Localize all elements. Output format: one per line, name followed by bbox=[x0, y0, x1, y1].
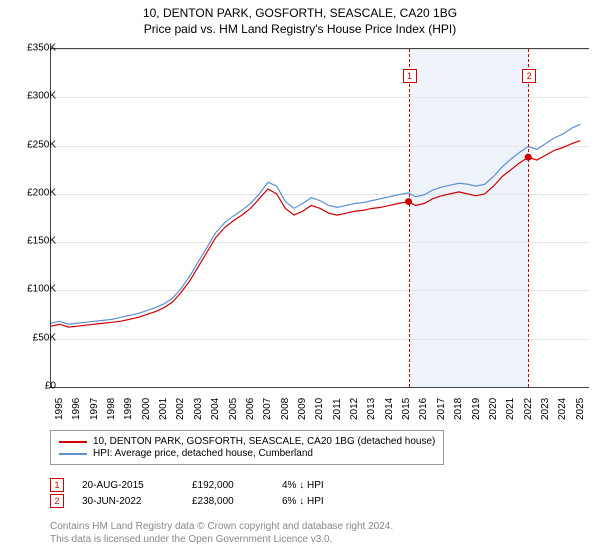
x-axis-label: 2014 bbox=[384, 398, 395, 420]
sale-price-2: £238,000 bbox=[192, 496, 282, 507]
x-axis-label: 2011 bbox=[332, 398, 343, 420]
x-axis-label: 2016 bbox=[418, 398, 429, 420]
y-axis-label: £150K bbox=[16, 236, 56, 247]
sale-marker-1: 1 bbox=[50, 478, 64, 492]
y-axis-label: £250K bbox=[16, 139, 56, 150]
chart-title-1: 10, DENTON PARK, GOSFORTH, SEASCALE, CA2… bbox=[0, 6, 600, 20]
sale-date-1: 20-AUG-2015 bbox=[82, 480, 192, 491]
sales-row: 2 30-JUN-2022 £238,000 6% ↓ HPI bbox=[50, 494, 362, 508]
legend-label-2: HPI: Average price, detached house, Cumb… bbox=[93, 448, 313, 459]
chart-plot-area: 12 bbox=[50, 48, 589, 388]
sales-row: 1 20-AUG-2015 £192,000 4% ↓ HPI bbox=[50, 478, 362, 492]
x-axis-label: 2010 bbox=[314, 398, 325, 420]
sale-change-1: 4% ↓ HPI bbox=[282, 480, 362, 491]
series-line-hpi_cumberland bbox=[51, 124, 580, 324]
x-axis-label: 2002 bbox=[175, 398, 186, 420]
sale-marker-2: 2 bbox=[50, 494, 64, 508]
x-axis-label: 2009 bbox=[297, 398, 308, 420]
x-axis-label: 2018 bbox=[453, 398, 464, 420]
marker-badge: 2 bbox=[522, 69, 536, 83]
x-axis-label: 2001 bbox=[158, 398, 169, 420]
x-axis-label: 2019 bbox=[471, 398, 482, 420]
chart-svg bbox=[51, 49, 589, 387]
legend-row: HPI: Average price, detached house, Cumb… bbox=[59, 448, 435, 459]
sale-date-2: 30-JUN-2022 bbox=[82, 496, 192, 507]
x-axis-label: 2024 bbox=[557, 398, 568, 420]
x-axis-label: 2025 bbox=[575, 398, 586, 420]
x-axis-label: 2000 bbox=[141, 398, 152, 420]
y-axis-label: £300K bbox=[16, 91, 56, 102]
footer-attribution: Contains HM Land Registry data © Crown c… bbox=[50, 520, 393, 546]
legend-label-1: 10, DENTON PARK, GOSFORTH, SEASCALE, CA2… bbox=[93, 436, 435, 447]
marker-line bbox=[528, 49, 529, 387]
chart-container: 10, DENTON PARK, GOSFORTH, SEASCALE, CA2… bbox=[0, 0, 600, 560]
x-axis-label: 2003 bbox=[193, 398, 204, 420]
footer-line-2: This data is licensed under the Open Gov… bbox=[50, 533, 393, 546]
x-axis-label: 1998 bbox=[106, 398, 117, 420]
y-axis-label: £350K bbox=[16, 43, 56, 54]
x-axis-label: 2020 bbox=[488, 398, 499, 420]
x-axis-label: 2015 bbox=[401, 398, 412, 420]
legend-box: 10, DENTON PARK, GOSFORTH, SEASCALE, CA2… bbox=[50, 430, 444, 465]
x-axis-label: 1997 bbox=[89, 398, 100, 420]
title-block: 10, DENTON PARK, GOSFORTH, SEASCALE, CA2… bbox=[0, 0, 600, 36]
x-axis-label: 1996 bbox=[71, 398, 82, 420]
y-axis-label: £0 bbox=[16, 381, 56, 392]
x-axis-label: 2004 bbox=[210, 398, 221, 420]
y-axis-label: £200K bbox=[16, 187, 56, 198]
sale-price-1: £192,000 bbox=[192, 480, 282, 491]
marker-badge: 1 bbox=[403, 69, 417, 83]
x-axis-label: 2021 bbox=[505, 398, 516, 420]
x-axis-label: 1995 bbox=[54, 398, 65, 420]
x-axis-label: 2017 bbox=[436, 398, 447, 420]
footer-line-1: Contains HM Land Registry data © Crown c… bbox=[50, 520, 393, 533]
x-axis-label: 2005 bbox=[228, 398, 239, 420]
x-axis-label: 2012 bbox=[349, 398, 360, 420]
x-axis-label: 2013 bbox=[366, 398, 377, 420]
sales-table: 1 20-AUG-2015 £192,000 4% ↓ HPI 2 30-JUN… bbox=[50, 476, 362, 510]
legend-row: 10, DENTON PARK, GOSFORTH, SEASCALE, CA2… bbox=[59, 436, 435, 447]
x-axis-label: 2008 bbox=[280, 398, 291, 420]
x-axis-label: 2006 bbox=[245, 398, 256, 420]
x-axis-label: 2023 bbox=[540, 398, 551, 420]
y-axis-label: £50K bbox=[16, 332, 56, 343]
legend-swatch-2 bbox=[59, 453, 87, 455]
legend-swatch-1 bbox=[59, 441, 87, 443]
chart-title-2: Price paid vs. HM Land Registry's House … bbox=[0, 22, 600, 36]
y-axis-label: £100K bbox=[16, 284, 56, 295]
x-axis-label: 1999 bbox=[123, 398, 134, 420]
x-axis-label: 2022 bbox=[523, 398, 534, 420]
sale-change-2: 6% ↓ HPI bbox=[282, 496, 362, 507]
marker-line bbox=[409, 49, 410, 387]
x-axis-label: 2007 bbox=[262, 398, 273, 420]
